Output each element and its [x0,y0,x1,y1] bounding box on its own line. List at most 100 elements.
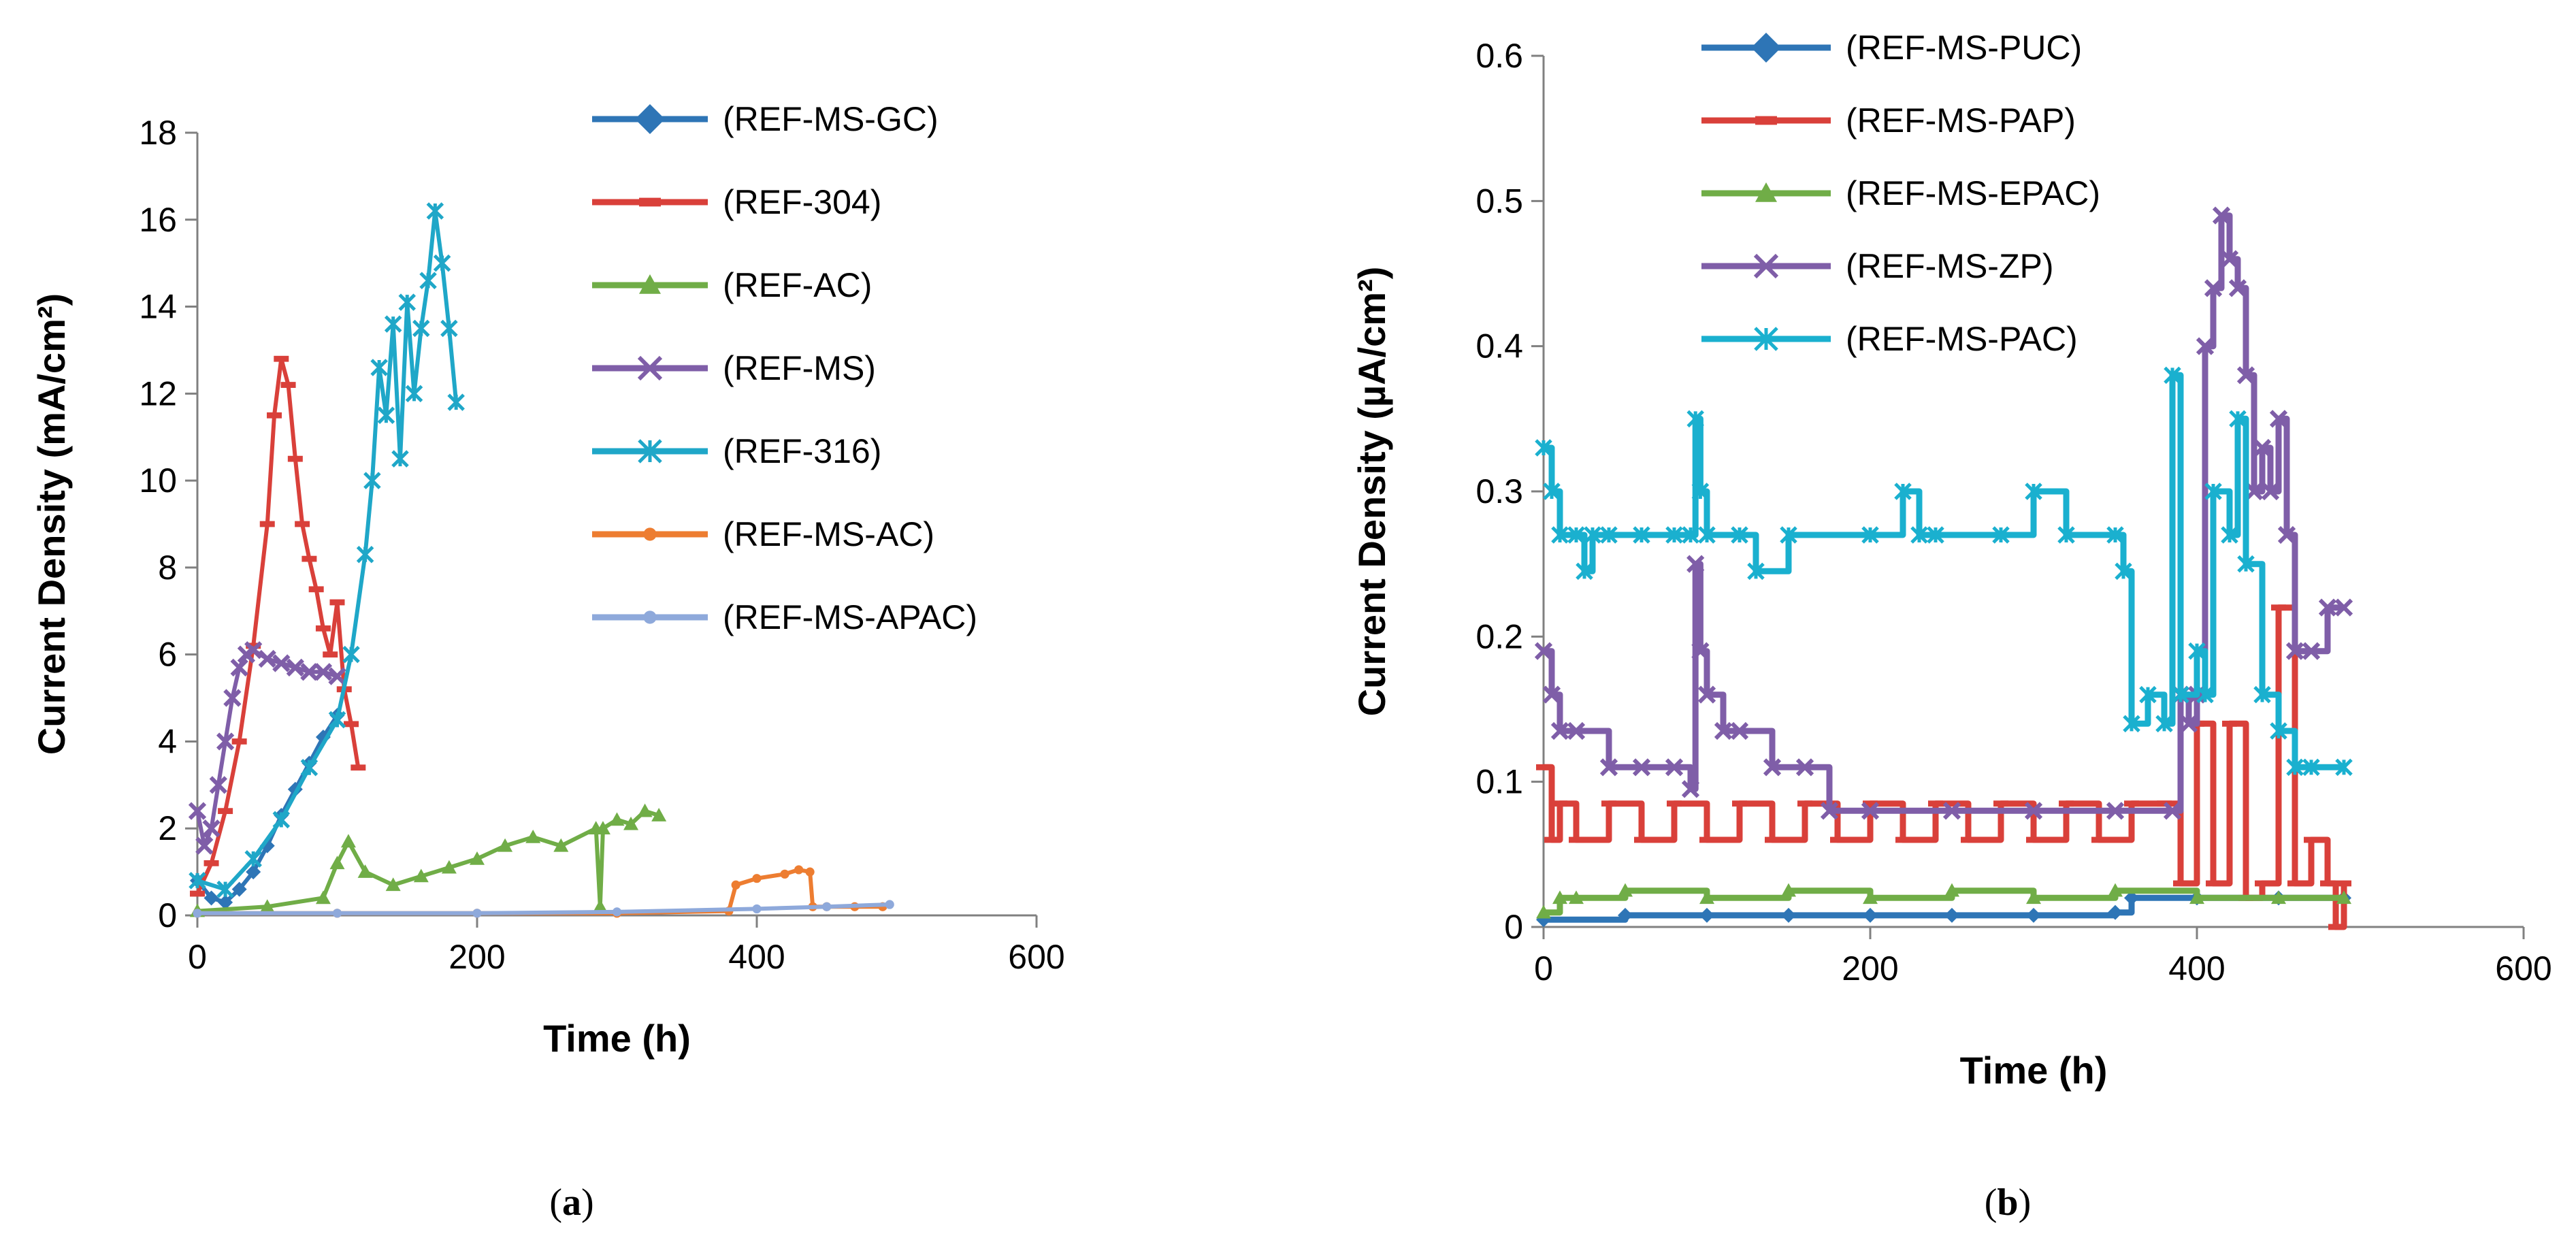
data-point [2255,880,2270,887]
data-point [2204,483,2222,500]
data-point [230,658,248,677]
data-point [2189,890,2204,904]
data-point [1535,439,1552,457]
legend: (REF-MS-PUC) (REF-MS-PAP) (REF-MS-EPAC) (RE… [1701,29,2100,358]
data-point [1910,526,1928,544]
data-point [2237,555,2255,573]
data-point [595,821,610,835]
data-point [1665,526,1683,544]
data-point [1993,800,2008,807]
data-point [280,382,296,388]
data-point [329,855,345,870]
data-point [2164,366,2181,385]
data-point [592,899,608,913]
data-point [301,555,317,562]
data-point [1569,836,1584,843]
y-tick-label: 18 [139,114,177,152]
y-tick-label: 16 [139,201,177,239]
data-point [472,909,482,918]
data-point [231,738,247,745]
data-point [525,830,541,843]
data-point [2196,685,2214,704]
legend-label: (REF-MS-AC) [723,515,934,553]
data-point [2124,890,2139,906]
data-point [1699,890,1714,904]
data-point [780,869,789,879]
data-point [286,658,304,677]
data-point [244,641,263,659]
data-point [328,667,346,685]
data-point [195,836,214,855]
data-point [794,865,804,875]
data-point [1797,800,1812,807]
data-point [308,586,324,593]
series-ref-ac [190,803,667,917]
series-ref-316 [189,202,465,898]
data-point [2222,720,2237,727]
data-point [323,651,338,658]
data-point [377,406,395,425]
data-point [2157,800,2172,807]
caption-paren-close: ) [581,1181,594,1224]
data-point [274,355,289,362]
data-point [267,412,282,419]
data-point [384,315,402,333]
data-point [2228,279,2247,297]
data-point [1698,526,1716,544]
data-point [2026,836,2041,843]
data-point [1714,721,1733,740]
data-point [1699,907,1714,923]
data-point [2334,598,2353,617]
data-point [218,808,233,815]
data-point [1780,526,1797,544]
data-point [272,811,291,829]
data-point [244,850,262,868]
caption-paren-close: ) [2019,1181,2032,1224]
data-point [1863,890,1878,904]
series-line [1544,372,2344,770]
data-point [1576,562,1593,581]
legend-swatch-marker [1755,116,1777,125]
legend-swatch-marker [1753,253,1779,279]
data-point [1942,802,1961,820]
data-point [1697,685,1716,704]
data-point [805,867,815,877]
data-point [2229,410,2247,428]
data-point [412,319,430,338]
legend-swatch-marker [643,610,657,624]
series-ref-ms-pac [1535,366,2353,777]
y-axis-title: Current Density (µA/cm²) [1350,267,1393,717]
data-point [209,776,227,794]
legend-label: (REF-AC) [723,266,872,304]
y-tick-label: 0 [1504,908,1523,946]
data-point [1686,410,1704,428]
data-point [188,802,207,820]
legend-swatch-marker [637,355,663,381]
data-point [1665,758,1684,777]
y-tick-label: 2 [158,809,177,847]
data-point [1634,836,1649,843]
legend-swatch-marker [1754,327,1778,351]
data-point [498,838,513,852]
data-point [259,899,275,913]
y-tick-label: 14 [139,288,177,326]
series-ref-ms [188,641,346,855]
data-point [1536,904,1551,919]
x-axis-title: Time (h) [543,1017,691,1060]
data-point [216,732,235,751]
y-tick-label: 0.4 [1476,327,1523,365]
data-point [2287,880,2302,887]
data-point [272,654,291,672]
data-point [2024,802,2043,820]
y-tick-label: 0.1 [1476,763,1523,801]
data-point [356,545,374,564]
data-point [1618,883,1633,897]
data-point [1567,526,1585,544]
data-point [370,359,388,376]
data-point [1536,764,1551,770]
data-point [357,864,373,878]
data-point [300,663,319,681]
x-tick-label: 600 [2495,949,2551,988]
data-point [2302,642,2321,660]
data-point [398,293,417,311]
